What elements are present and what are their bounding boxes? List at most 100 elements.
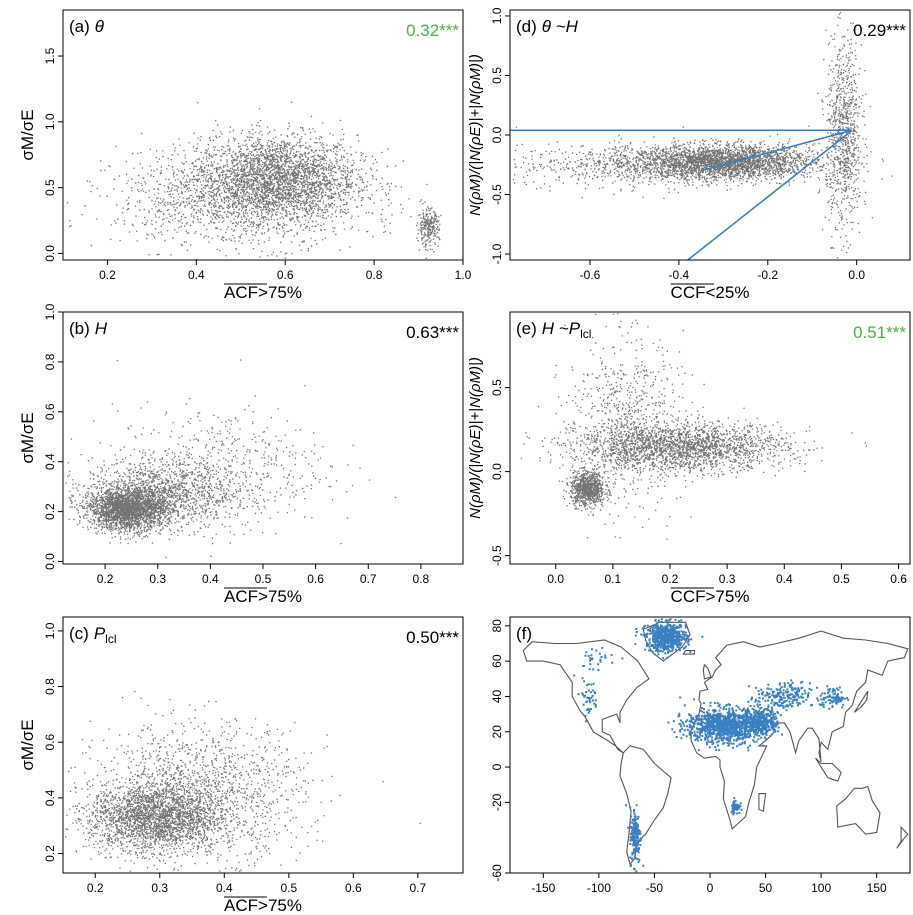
plot-frame: [509, 616, 911, 874]
x-tick-label: 0.5: [255, 572, 272, 586]
correlation-stat: 0.51***: [853, 323, 906, 342]
correlation-stat: 0.50***: [406, 628, 459, 647]
x-tick-label: 0.3: [149, 572, 166, 586]
x-tick-label: 0.1: [605, 572, 622, 586]
x-tick-label: 0.7: [409, 881, 426, 895]
x-tick-label: 0.8: [366, 268, 383, 282]
x-axis-label: CCF<25%: [671, 283, 750, 302]
panel-title: (c) Plcl: [69, 624, 117, 646]
x-tick-label: 0.5: [280, 881, 297, 895]
x-tick-label: -0.4: [669, 268, 690, 282]
y-axis-label: N(ρM)/(|N(ρE)|+|N(ρM)|): [467, 54, 484, 216]
y-tick-label: 0.2: [43, 845, 57, 862]
y-tick-label: 0.5: [490, 379, 504, 396]
coastline-north-america: [522, 639, 650, 754]
y-tick-label: -1.0: [490, 243, 504, 264]
x-tick-label: -50: [646, 881, 664, 895]
x-tick-label: -0.6: [580, 268, 601, 282]
correlation-stat: 0.29***: [853, 21, 906, 40]
y-tick-label: 0.0: [490, 463, 504, 480]
y-tick-label: 0.5: [490, 67, 504, 84]
y-tick-label: -0.5: [490, 545, 504, 566]
scatter-points: [520, 313, 867, 540]
panel-title: (d) θ ~H: [516, 17, 579, 36]
coastline-madagascar: [758, 793, 767, 812]
plot-frame: [62, 311, 464, 565]
x-tick-label: 0.7: [360, 572, 377, 586]
x-tick-label: 0.0: [547, 572, 564, 586]
y-axis-label: σM/σE: [18, 719, 37, 770]
scatter-points: [66, 101, 442, 261]
panel-letter: (b): [69, 319, 90, 338]
coastline-uk: [702, 663, 712, 680]
x-tick-label: 0.3: [151, 881, 168, 895]
y-tick-label: 80: [490, 619, 504, 633]
x-tick-label: 0.2: [87, 881, 104, 895]
correlation-stat: 0.63***: [406, 323, 459, 342]
x-tick-label: 0.2: [662, 572, 679, 586]
y-tick-label: 0.4: [43, 789, 57, 806]
y-tick-label: -20: [490, 793, 504, 811]
y-tick-label: 60: [490, 654, 504, 668]
y-axis-label: σM/σE: [18, 412, 37, 463]
panel-variable: θ ~H: [542, 17, 579, 36]
x-tick-label: 1.0: [455, 268, 472, 282]
point-cloud: [65, 359, 397, 559]
panel-title: (a) θ: [69, 17, 105, 36]
x-tick-label: 100: [811, 881, 831, 895]
y-tick-label: 0.8: [43, 678, 57, 695]
panel-title: (f): [516, 624, 532, 643]
world-map: [522, 618, 909, 873]
panel-variable: H: [95, 319, 108, 338]
panel-letter: (f): [516, 624, 532, 643]
y-tick-label: 0: [490, 763, 504, 770]
panel-letter: (d): [516, 17, 537, 36]
x-axis-label: ACF>75%: [224, 587, 302, 606]
y-tick-label: 20: [490, 725, 504, 739]
x-tick-label: 0.4: [216, 881, 233, 895]
y-tick-label: -60: [490, 864, 504, 882]
y-tick-label: 0.8: [43, 353, 57, 370]
coastline-africa-eurasia: [690, 630, 909, 830]
y-tick-label: 0.0: [490, 126, 504, 143]
x-tick-label: -150: [531, 881, 555, 895]
plot-frame: [509, 311, 911, 565]
y-tick-label: 0.6: [43, 734, 57, 751]
y-tick-label: 1.0: [43, 303, 57, 320]
plot-frame: [62, 616, 464, 874]
y-tick-label: -0.5: [490, 184, 504, 205]
x-tick-label: 0.3: [719, 572, 736, 586]
coastline-japan: [853, 690, 869, 713]
coastline-australia: [836, 785, 881, 835]
coastline-indonesia: [815, 757, 842, 782]
y-axis-label: N(ρM)/(|N(ρE)|+|N(ρM)|): [467, 357, 484, 519]
x-axis-label: CCF>75%: [671, 587, 750, 606]
panel-variable: θ: [95, 17, 105, 36]
coastline-new-zealand: [896, 825, 909, 849]
y-tick-label: 1.0: [490, 7, 504, 24]
x-tick-label: 0.4: [188, 268, 205, 282]
x-tick-label: 0.2: [99, 268, 116, 282]
y-tick-label: 0.5: [43, 179, 57, 196]
x-tick-label: 0.8: [413, 572, 430, 586]
panel-variable: H ~P: [542, 319, 581, 338]
point-cloud: [520, 313, 867, 540]
plot-frame: [62, 9, 464, 261]
x-axis-label: ACF>75%: [224, 896, 302, 915]
reference-line-3: [700, 129, 853, 172]
panel-2: -0.6 -0.4 -0.2 0.0 -1.0 -0.5 0.0 0.5 1.0 (d) θ ~H 0…: [467, 7, 911, 302]
y-tick-label: 0.0: [43, 245, 57, 262]
y-axis-label: σM/σE: [18, 109, 37, 160]
x-tick-label: 0.6: [277, 268, 294, 282]
y-tick-label: 0.6: [43, 403, 57, 420]
x-tick-label: 0.6: [307, 572, 324, 586]
x-tick-label: 50: [759, 881, 773, 895]
x-tick-label: -100: [587, 881, 611, 895]
y-tick-label: 0.2: [43, 503, 57, 520]
y-tick-label: 1.5: [43, 47, 57, 64]
y-tick-label: 40: [490, 689, 504, 703]
panel-3: 0.2 0.3 0.4 0.5 0.6 0.7 0.8 0.0 0.2 0.4 0.6 0.8 1.0 (…: [18, 303, 464, 606]
x-tick-label: 0.4: [202, 572, 219, 586]
panel-4: 0.0 0.1 0.2 0.3 0.4 0.5 0.6 -0.5 0.0 0.5 (e) H ~Plc…: [467, 311, 911, 606]
